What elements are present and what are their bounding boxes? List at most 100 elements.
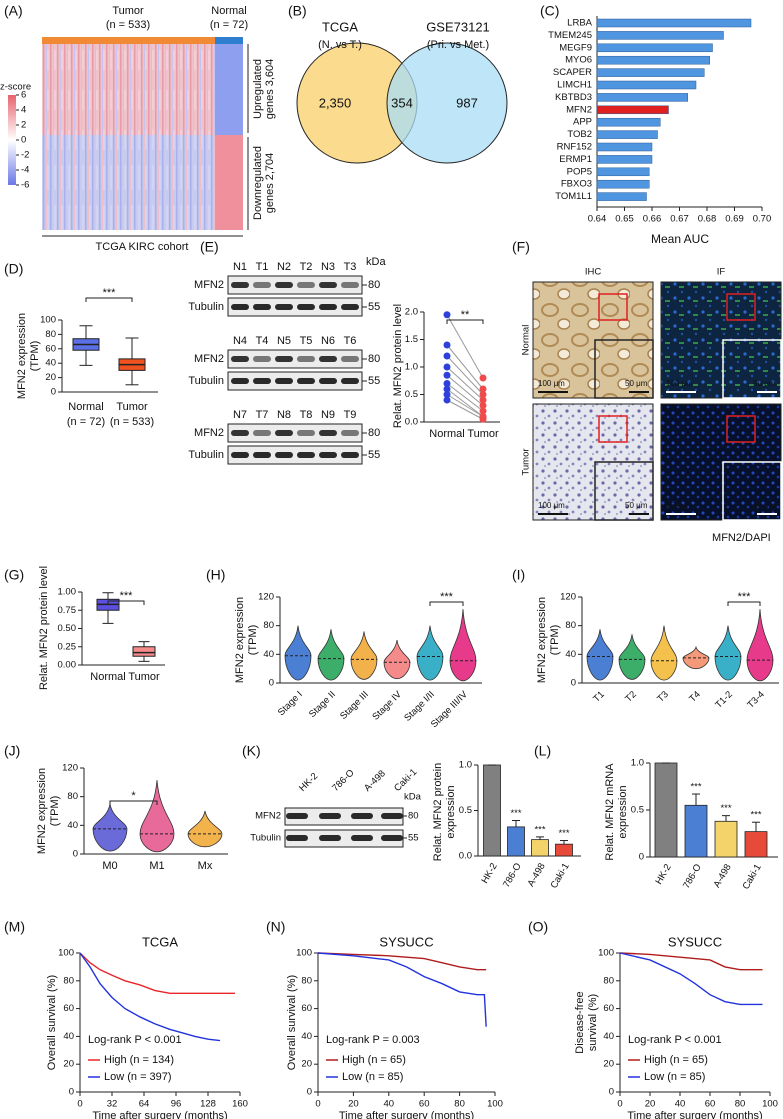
lane-label: T9 — [344, 409, 357, 421]
kda-label: 80 — [368, 427, 380, 439]
heatmap — [215, 44, 243, 135]
zoom-box — [726, 293, 756, 321]
survival-curve — [79, 952, 235, 995]
scale-label: 50 μm — [625, 501, 648, 510]
band — [286, 813, 308, 819]
y-axis-label: MFN2 expression — [536, 597, 548, 683]
band — [381, 835, 403, 841]
violin — [317, 629, 345, 681]
y-tick-label: 20 — [603, 1059, 614, 1070]
y-axis-label: (TPM) — [247, 625, 259, 656]
band — [253, 378, 271, 384]
band — [253, 356, 271, 362]
band — [231, 452, 249, 458]
x-axis-label: Time after surgery (months) — [92, 1110, 227, 1119]
x-tick-label: 0.68 — [698, 214, 717, 225]
set-subtitle: (Pri. vs Met.) — [427, 39, 489, 51]
band — [297, 378, 315, 384]
y-tick-label: 0.00 — [58, 660, 77, 671]
bar-label: ERMP1 — [559, 154, 592, 165]
band — [253, 304, 271, 310]
kda-title: kDa — [404, 792, 422, 803]
stat-label: Log-rank P = 0.003 — [326, 1034, 420, 1046]
band — [275, 356, 293, 362]
heatmap — [215, 135, 243, 230]
band — [297, 430, 315, 436]
venn-circle — [386, 42, 508, 164]
band — [275, 282, 293, 288]
lane-label: N9 — [321, 409, 335, 421]
panel-label: (N) — [266, 919, 285, 935]
point — [479, 407, 487, 415]
legend-label: High (n = 65) — [644, 1054, 708, 1066]
band — [341, 282, 359, 288]
significance: *** — [738, 591, 752, 603]
point — [479, 415, 487, 423]
bar — [596, 68, 705, 77]
panel-label: (M) — [4, 919, 25, 935]
violin — [618, 634, 646, 680]
kda-label: 55 — [368, 449, 380, 461]
band — [319, 282, 337, 288]
gene-group-label: Downregulated — [252, 146, 264, 220]
zoom-box — [726, 415, 756, 443]
bar — [596, 80, 697, 90]
y-axis-label: MFN2 expression — [16, 313, 28, 399]
y-axis-label: expression — [617, 785, 629, 838]
pair-line — [446, 388, 484, 417]
survival-curve — [317, 952, 487, 971]
bar — [596, 167, 650, 177]
lane-label: T2 — [300, 261, 313, 273]
bar — [596, 105, 669, 115]
bar — [596, 18, 752, 28]
y-tick-label: 1.0 — [459, 760, 472, 771]
y-tick-label: 20 — [45, 372, 56, 383]
significance: ** — [461, 309, 470, 321]
band — [297, 452, 315, 458]
panel-label: (J) — [4, 743, 20, 759]
panel-label: (A) — [4, 3, 23, 19]
band — [231, 356, 249, 362]
x-tick-label: 40 — [384, 1099, 395, 1110]
set-count: 354 — [391, 95, 413, 110]
stat-label: Log-rank P < 0.001 — [88, 1034, 182, 1046]
y-tick-label: 100 — [40, 315, 56, 326]
x-tick-label: Normal — [429, 428, 464, 440]
bar-label: MEGF9 — [559, 42, 592, 53]
y-tick-label: 80 — [565, 620, 576, 631]
panel-label: (E) — [200, 239, 219, 255]
panel-label: (F) — [512, 239, 530, 255]
x-tick-label: 0.65 — [615, 214, 634, 225]
legend-label: Low (n = 85) — [644, 1071, 705, 1083]
point — [479, 385, 487, 393]
lane-label: T5 — [300, 335, 313, 347]
scale-label: 100 μm — [538, 501, 565, 510]
band — [297, 282, 315, 288]
y-tick-label: 120 — [258, 592, 274, 603]
bar-label: LRBA — [567, 18, 592, 29]
colorbar — [8, 95, 16, 185]
x-tick-label: 0.66 — [643, 214, 662, 225]
y-tick-label: 80 — [67, 791, 78, 802]
y-tick-label: 40 — [301, 1031, 312, 1042]
legend-label: High (n = 65) — [342, 1054, 406, 1066]
bar-label: RNF152 — [557, 142, 592, 153]
inset — [594, 461, 654, 521]
band — [275, 304, 293, 310]
x-tick-label: 0.64 — [588, 214, 607, 225]
lane-label: N4 — [233, 335, 247, 347]
violin — [383, 639, 411, 680]
y-tick-label: 2.0 — [405, 307, 418, 318]
x-tick-label: 80 — [454, 1099, 465, 1110]
lane-label: T3 — [344, 261, 357, 273]
x-tick-label: 60 — [705, 1099, 716, 1110]
band — [275, 378, 293, 384]
scale-label: 50 μm — [753, 501, 776, 510]
y-tick-label: 1.5 — [405, 334, 418, 345]
bar-label: POP5 — [567, 166, 592, 177]
legend-label: High (n = 134) — [104, 1054, 174, 1066]
colorbar-tick-label: -6 — [21, 180, 29, 191]
x-tick-label: 20 — [348, 1099, 359, 1110]
x-tick-label: 128 — [200, 1099, 216, 1110]
point — [443, 352, 451, 360]
